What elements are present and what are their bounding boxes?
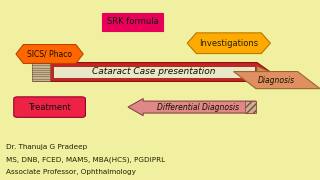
Polygon shape <box>187 33 270 54</box>
Text: SICS/ Phaco: SICS/ Phaco <box>27 50 72 59</box>
Polygon shape <box>32 63 50 81</box>
Text: Differential Diagnosis: Differential Diagnosis <box>157 103 239 112</box>
Polygon shape <box>128 99 256 116</box>
FancyBboxPatch shape <box>14 97 85 117</box>
Polygon shape <box>234 71 320 89</box>
Polygon shape <box>53 66 255 78</box>
Text: Investigations: Investigations <box>199 39 258 48</box>
Text: Associate Professor, Ophthalmology: Associate Professor, Ophthalmology <box>6 169 136 175</box>
Polygon shape <box>245 101 256 113</box>
Text: MS, DNB, FCED, MAMS, MBA(HCS), PGDIPRL: MS, DNB, FCED, MAMS, MBA(HCS), PGDIPRL <box>6 157 165 163</box>
Text: Treatment: Treatment <box>28 103 71 112</box>
Polygon shape <box>102 13 163 31</box>
Polygon shape <box>16 45 83 64</box>
Polygon shape <box>50 63 270 81</box>
Text: Dr. Thanuja G Pradeep: Dr. Thanuja G Pradeep <box>6 144 88 150</box>
Text: Diagnosis: Diagnosis <box>258 76 295 85</box>
Polygon shape <box>257 66 270 78</box>
Text: Cataract Case presentation: Cataract Case presentation <box>92 68 216 76</box>
Text: SRK formula: SRK formula <box>107 17 159 26</box>
